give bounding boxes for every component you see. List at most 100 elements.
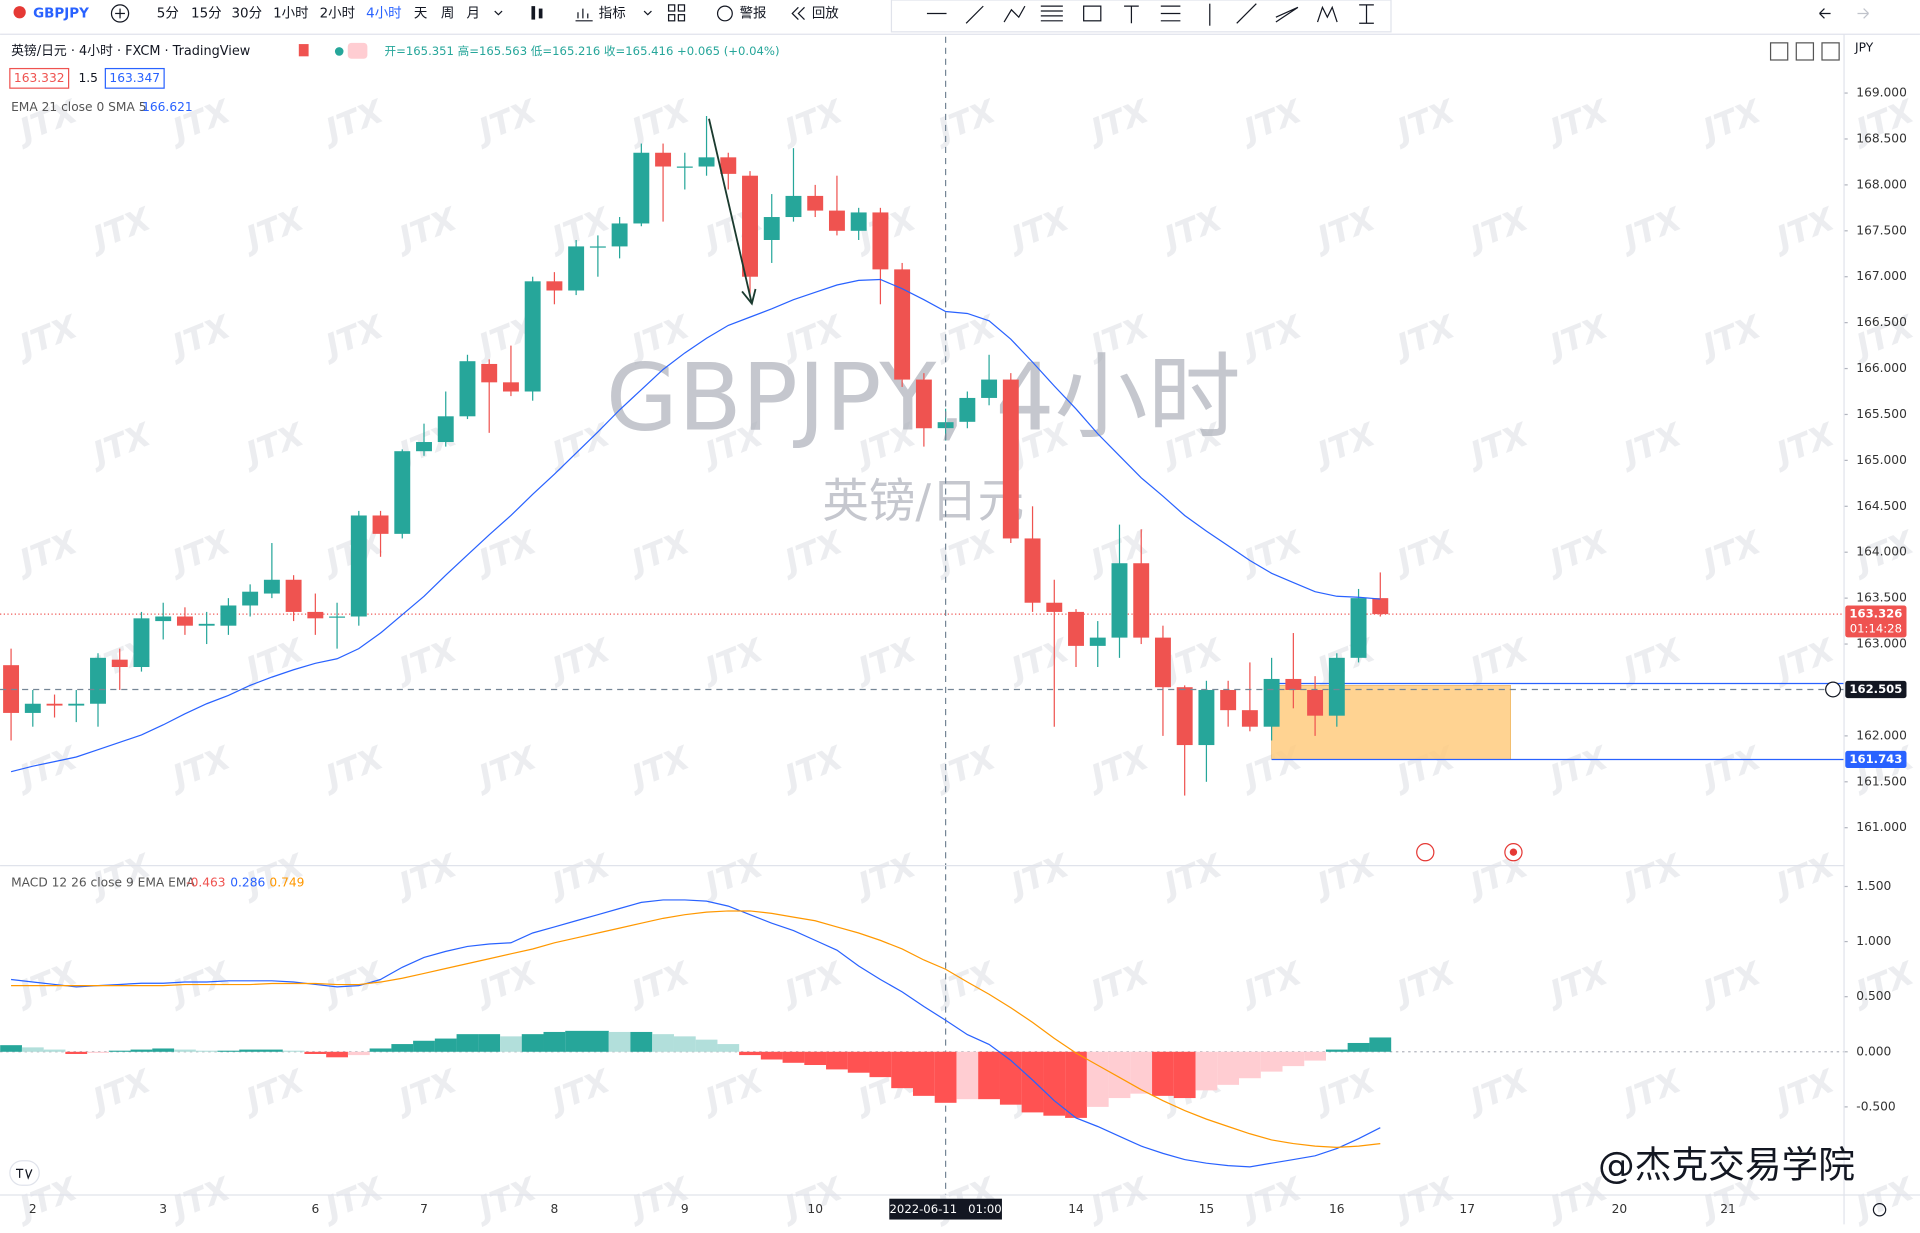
chart-title: 英镑/日元 · 4小时 · FXCM · TradingView [11, 43, 250, 59]
candle-body [1220, 689, 1237, 711]
histogram-bar [717, 1044, 740, 1052]
candle-body [720, 157, 737, 174]
ohlc-values: 开=165.351 高=165.563 低=165.216 收=165.416 … [385, 44, 780, 58]
histogram-bar [1152, 1051, 1174, 1096]
tool-xabcd[interactable] [1316, 5, 1338, 23]
tool-trend[interactable] [965, 5, 984, 24]
candle-body [1350, 598, 1367, 658]
candle-body [524, 281, 541, 392]
histogram-bar [1238, 1051, 1261, 1079]
interval[interactable]: 2小时 [320, 5, 355, 21]
candle-body [198, 623, 215, 626]
interval[interactable]: 1小时 [273, 5, 308, 21]
layout-icon [677, 14, 686, 22]
candle-body [133, 618, 150, 668]
candle-body [1307, 689, 1324, 716]
histogram-bar [478, 1034, 501, 1052]
interval[interactable]: 月 [467, 6, 480, 21]
tool-ray[interactable] [1236, 3, 1257, 24]
buy-box[interactable] [104, 67, 165, 89]
drawn-arrow[interactable] [708, 118, 753, 304]
crosshair-date: 2022-06-11 01:00 [890, 1202, 1002, 1216]
histogram-bar [21, 1047, 44, 1052]
alert-button[interactable]: 警报 [740, 5, 767, 21]
add-symbol[interactable] [110, 4, 130, 23]
candle-body [959, 397, 976, 422]
x-tick-label: 14 [1068, 1202, 1084, 1216]
x-tick-label: 7 [420, 1202, 428, 1216]
sell-box[interactable] [9, 67, 70, 89]
interval[interactable]: 15分 [191, 5, 222, 21]
x-tick-label: 10 [807, 1202, 823, 1216]
candle-body [981, 379, 998, 398]
macd-line [10, 899, 1381, 1168]
replay-button[interactable]: 回放 [812, 5, 839, 21]
macd-legend-macd: 0.286 [230, 875, 265, 889]
toolbar: GBPJPY 5分 15分 30分 1小时 2小时 4小时 天 周 月 指标 警… [13, 0, 1869, 33]
histogram-bar [195, 1050, 218, 1052]
candle-body [394, 451, 411, 534]
interval[interactable]: 周 [441, 6, 454, 21]
histogram-bar [217, 1050, 240, 1052]
candle-body [894, 269, 911, 380]
candle-body [1111, 563, 1128, 638]
tool-path[interactable] [1003, 5, 1026, 23]
x-tick-label: 21 [1720, 1202, 1736, 1216]
replay-icon [791, 6, 805, 21]
histogram-bar [543, 1031, 566, 1052]
histogram-bar [956, 1051, 979, 1100]
pane-button[interactable] [1769, 42, 1789, 61]
last-price-tag-box [1845, 605, 1907, 638]
candle-body [1046, 602, 1063, 612]
indicators-button[interactable]: 指标 [599, 5, 626, 21]
chart-type-icon[interactable] [531, 6, 536, 20]
tv-logo[interactable] [9, 1160, 40, 1186]
histogram-bar [1195, 1051, 1218, 1091]
drawing-tools [926, 3, 1869, 26]
macd-legend-signal: 0.749 [269, 875, 304, 889]
pane-button[interactable] [1821, 42, 1840, 61]
x-tick-label: 9 [681, 1202, 689, 1216]
candle-body [915, 379, 932, 429]
histogram-bar [65, 1051, 88, 1054]
symbol[interactable]: GBPJPY [33, 6, 89, 21]
interval[interactable]: 天 [414, 6, 427, 21]
y-tick-label: 161.000 [1856, 820, 1907, 834]
histogram-bar [760, 1051, 783, 1060]
candle-body [568, 246, 585, 291]
name-watermark: 英镑/日元 [822, 474, 1024, 528]
pane-buttons [1769, 42, 1840, 61]
tool-measure[interactable] [1359, 4, 1374, 24]
pane-button[interactable] [1795, 42, 1815, 61]
candle-body [329, 616, 346, 618]
dropdown[interactable] [494, 10, 503, 16]
event-flag[interactable] [1416, 843, 1435, 862]
x-tick-label: 16 [1329, 1202, 1345, 1216]
histogram-bar [456, 1034, 479, 1052]
candle-body [68, 703, 85, 706]
undo[interactable] [1819, 8, 1831, 19]
layout-icon[interactable] [667, 4, 676, 12]
tool-channel[interactable] [1275, 6, 1299, 23]
interval[interactable]: 5分 [157, 5, 179, 21]
candle-body [242, 591, 259, 606]
line-price-tag: 161.743 [1849, 752, 1902, 766]
candle-body [437, 416, 454, 443]
histogram-bar [87, 1051, 109, 1053]
interval[interactable]: 30分 [231, 5, 262, 21]
redo[interactable] [1857, 8, 1869, 19]
histogram-bar [413, 1040, 435, 1052]
interval-active[interactable]: 4小时 [366, 5, 401, 21]
tool-fib[interactable] [1040, 5, 1063, 22]
y-tick-label: 167.000 [1856, 269, 1907, 283]
settings[interactable] [1872, 1203, 1887, 1217]
tool-text[interactable] [1124, 5, 1139, 24]
histogram-bar [804, 1051, 827, 1066]
candle-body [1024, 538, 1041, 603]
chart-type-icon [538, 8, 543, 19]
tool-pattern[interactable] [1160, 5, 1181, 22]
tool-rect[interactable] [1083, 5, 1102, 22]
dropdown[interactable] [643, 10, 652, 16]
currency[interactable]: JPY [1854, 40, 1874, 54]
candle-body [1002, 379, 1019, 539]
